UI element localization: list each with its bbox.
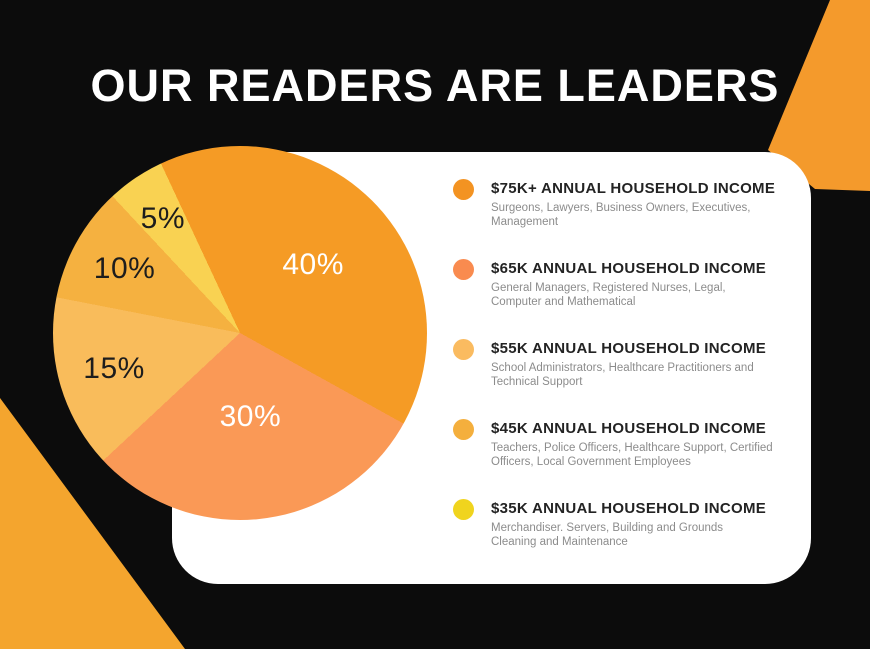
- legend-item-text: $55K ANNUAL HOUSEHOLD INCOME School Admi…: [491, 339, 766, 389]
- legend-item: $65K ANNUAL HOUSEHOLD INCOME General Man…: [453, 259, 798, 309]
- legend-item-description: Teachers, Police Officers, Healthcare Su…: [491, 442, 773, 468]
- legend-item-text: $35K ANNUAL HOUSEHOLD INCOME Merchandise…: [491, 499, 766, 549]
- legend-item: $35K ANNUAL HOUSEHOLD INCOME Merchandise…: [453, 499, 798, 549]
- pie-disc: [53, 146, 427, 520]
- pie-slice-label: 30%: [219, 400, 282, 434]
- legend-item-text: $65K ANNUAL HOUSEHOLD INCOME General Man…: [491, 259, 766, 309]
- legend-item: $75K+ ANNUAL HOUSEHOLD INCOME Surgeons, …: [453, 179, 798, 229]
- legend-dot-icon: [453, 259, 474, 280]
- legend-item: $55K ANNUAL HOUSEHOLD INCOME School Admi…: [453, 339, 798, 389]
- legend-dot-icon: [453, 499, 474, 520]
- legend-item-description: School Administrators, Healthcare Practi…: [491, 362, 754, 388]
- legend-dot-icon: [453, 339, 474, 360]
- legend-item-text: $45K ANNUAL HOUSEHOLD INCOME Teachers, P…: [491, 419, 773, 469]
- legend-dot-icon: [453, 419, 474, 440]
- legend-item-label: $65K ANNUAL HOUSEHOLD INCOME: [491, 260, 767, 277]
- pie-slice-label: 15%: [83, 352, 145, 386]
- legend-item-label: $75K+ ANNUAL HOUSEHOLD INCOME: [491, 180, 776, 197]
- legend-item-label: $45K ANNUAL HOUSEHOLD INCOME: [491, 420, 767, 437]
- legend-item-label: $55K ANNUAL HOUSEHOLD INCOME: [491, 340, 767, 357]
- legend-item-description: General Managers, Registered Nurses, Leg…: [491, 282, 726, 308]
- pie-slice-label: 5%: [140, 201, 186, 235]
- legend: $75K+ ANNUAL HOUSEHOLD INCOME Surgeons, …: [453, 179, 798, 579]
- legend-item-description: Merchandiser. Servers, Building and Grou…: [491, 522, 724, 548]
- legend-item: $45K ANNUAL HOUSEHOLD INCOME Teachers, P…: [453, 419, 798, 469]
- legend-item-description: Surgeons, Lawyers, Business Owners, Exec…: [491, 202, 751, 228]
- legend-item-text: $75K+ ANNUAL HOUSEHOLD INCOME Surgeons, …: [491, 179, 775, 229]
- pie-slice-label: 40%: [282, 247, 344, 281]
- page-title: OUR READERS ARE LEADERS: [90, 60, 780, 111]
- legend-item-label: $35K ANNUAL HOUSEHOLD INCOME: [491, 500, 767, 517]
- pie-slice-label: 10%: [93, 252, 156, 285]
- legend-dot-icon: [453, 179, 474, 200]
- pie-chart: 40% 30% 15% 10% 5%: [53, 146, 427, 520]
